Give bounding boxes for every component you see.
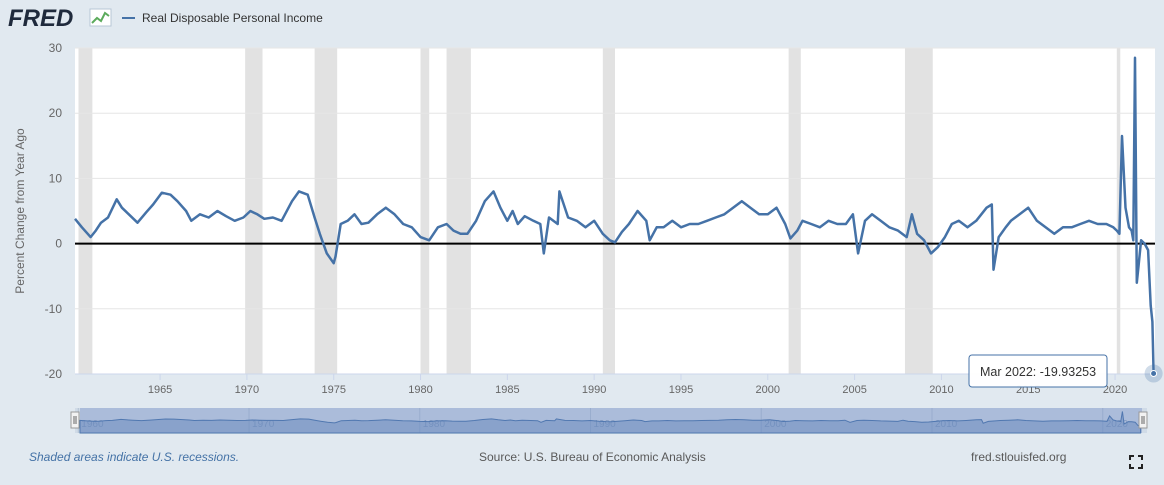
x-tick-label: 1970 <box>235 384 259 396</box>
recession-note: Shaded areas indicate U.S. recessions. <box>29 450 240 464</box>
recession-band-5 <box>602 48 615 374</box>
y-tick-label: -10 <box>45 302 63 316</box>
legend-series-label[interactable]: Real Disposable Personal Income <box>142 11 323 25</box>
fullscreen-icon[interactable] <box>1129 455 1143 469</box>
x-axis-ticks: 1965 1970 1975 1980 1985 1990 1995 2000 2005 2010… <box>75 373 1155 396</box>
series-line-real-disposable-personal-income[interactable] <box>74 56 1155 374</box>
y-axis-ticks: -20 -10 0 10 20 30 <box>45 41 63 381</box>
recession-band-3 <box>420 48 430 374</box>
recession-bands <box>78 48 1121 374</box>
line-graph-icon <box>89 8 112 27</box>
x-tick-label: 2010 <box>929 384 953 396</box>
x-tick-label: 1985 <box>495 384 519 396</box>
x-tick-label: 1965 <box>148 384 172 396</box>
recession-band-2 <box>314 48 338 374</box>
x-tick-label: 1990 <box>582 384 606 396</box>
navigator-selection[interactable] <box>80 408 1142 433</box>
tooltip: Mar 2022: -19.93253 <box>968 354 1108 388</box>
recession-band-4 <box>446 48 471 374</box>
y-tick-label: 30 <box>49 41 63 55</box>
y-tick-label: -20 <box>45 367 63 381</box>
y-tick-label: 0 <box>55 237 62 251</box>
y-tick-label: 20 <box>49 106 63 120</box>
recession-band-8 <box>1116 48 1121 374</box>
tooltip-value: -19.93253 <box>1040 365 1096 379</box>
recession-band-7 <box>904 48 933 374</box>
y-tick-label: 10 <box>49 171 63 185</box>
recession-band-1 <box>245 48 263 374</box>
x-tick-label: 2000 <box>756 384 780 396</box>
x-tick-label: 1975 <box>321 384 345 396</box>
recession-band-0 <box>78 48 93 374</box>
logo-text: FRED <box>8 5 73 32</box>
site-link[interactable]: fred.stlouisfed.org <box>971 450 1067 464</box>
x-tick-label: 2005 <box>842 384 866 396</box>
x-tick-label: 1995 <box>669 384 693 396</box>
hover-marker <box>1150 370 1158 378</box>
fred-logo[interactable]: FRED <box>8 5 112 32</box>
x-tick-label: 2020 <box>1103 384 1127 396</box>
recession-band-6 <box>788 48 801 374</box>
x-tick-label: 1980 <box>408 384 432 396</box>
y-axis-label: Percent Change from Year Ago <box>13 128 27 294</box>
navigator-handle-right[interactable] <box>1138 411 1148 429</box>
navigator-series <box>79 411 1142 434</box>
svg-text:Mar 2022: -19.93253: Mar 2022: -19.93253 <box>980 365 1096 379</box>
tooltip-date: Mar 2022: <box>980 365 1036 379</box>
source-note: Source: U.S. Bureau of Economic Analysis <box>479 450 706 464</box>
navigator-handle-left[interactable] <box>70 411 80 429</box>
